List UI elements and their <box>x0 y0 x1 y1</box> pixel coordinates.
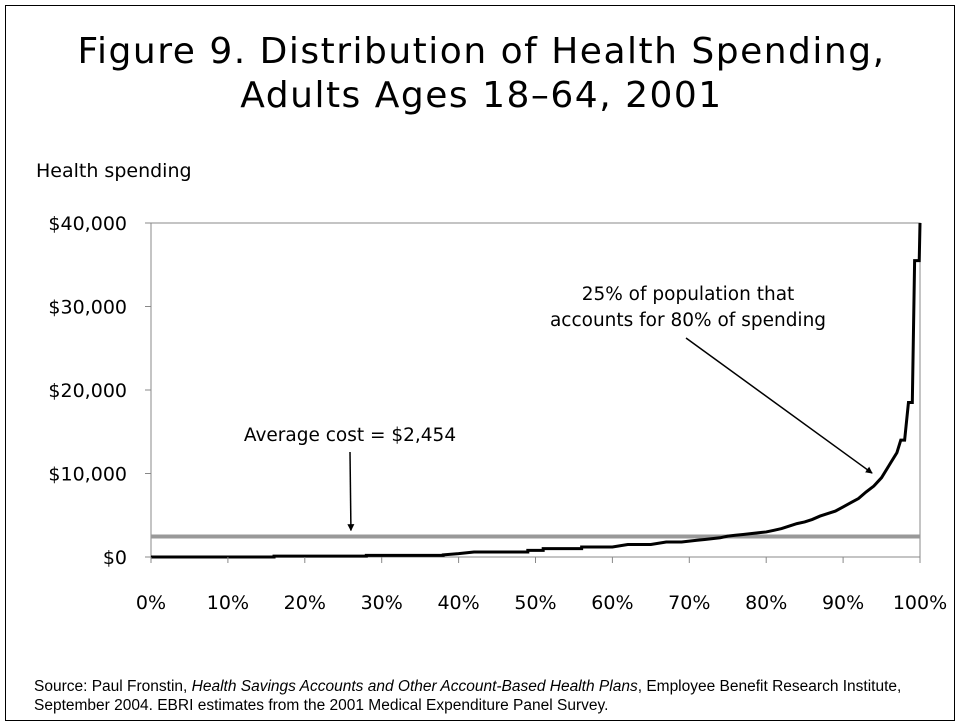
annotation-average-cost: Average cost = $2,454 <box>244 425 456 446</box>
y-axis-ticks: $0 $10,000 $20,000 $30,000 $40,000 <box>48 213 151 569</box>
y-tick-label: $10,000 <box>48 464 127 486</box>
y-tick-label: $20,000 <box>48 380 127 402</box>
x-tick-label: 50% <box>514 592 556 614</box>
annotation-top-quarter-line-1: 25% of population that <box>582 284 795 305</box>
x-axis-ticks: 0% 10% 20% 30% 40% 50% 60% 70% 80% 90% 100% <box>136 557 947 614</box>
y-axis-label: Health spending <box>36 160 192 182</box>
spending-curve-group <box>151 222 922 559</box>
spending-curve-line <box>151 222 922 559</box>
chart-title-line-1: Figure 9. Distribution of Health Spendin… <box>77 31 886 72</box>
plot-frame <box>150 222 921 558</box>
x-tick-label: 10% <box>207 592 249 614</box>
x-tick-label: 80% <box>745 592 787 614</box>
annotation-average-arrow <box>347 451 355 532</box>
annotation-top-quarter-line-2: accounts for 80% of spending <box>550 310 826 331</box>
source-title: Health Savings Accounts and Other Accoun… <box>191 678 638 695</box>
annotation-top-quarter-arrow <box>685 337 873 474</box>
source-prefix: Source: Paul Fronstin, <box>34 678 192 695</box>
source-suffix: , Employee Benefit Research Institute, S… <box>34 678 902 714</box>
chart-area: $0 $10,000 $20,000 $30,000 $40,000 0% 10% 20% 3… <box>48 213 947 614</box>
x-tick-label: 20% <box>284 592 326 614</box>
x-tick-label: 0% <box>136 592 166 614</box>
x-tick-label: 40% <box>437 592 479 614</box>
chart-title: Figure 9. Distribution of Health Spendin… <box>0 30 963 118</box>
x-tick-label: 60% <box>591 592 633 614</box>
y-tick-label: $40,000 <box>48 213 127 235</box>
y-tick-label: $30,000 <box>48 297 127 319</box>
x-tick-label: 70% <box>668 592 710 614</box>
source-note: Source: Paul Fronstin, Health Savings Ac… <box>34 677 934 715</box>
annotations: Average cost = $2,454 25% of population t… <box>244 284 873 532</box>
plot-border <box>150 222 921 558</box>
x-tick-label: 100% <box>893 592 947 614</box>
y-tick-label: $0 <box>103 547 127 569</box>
chart-title-line-2: Adults Ages 18–64, 2001 <box>240 75 723 116</box>
figure-frame <box>5 5 955 721</box>
x-tick-label: 30% <box>361 592 403 614</box>
x-tick-label: 90% <box>822 592 864 614</box>
